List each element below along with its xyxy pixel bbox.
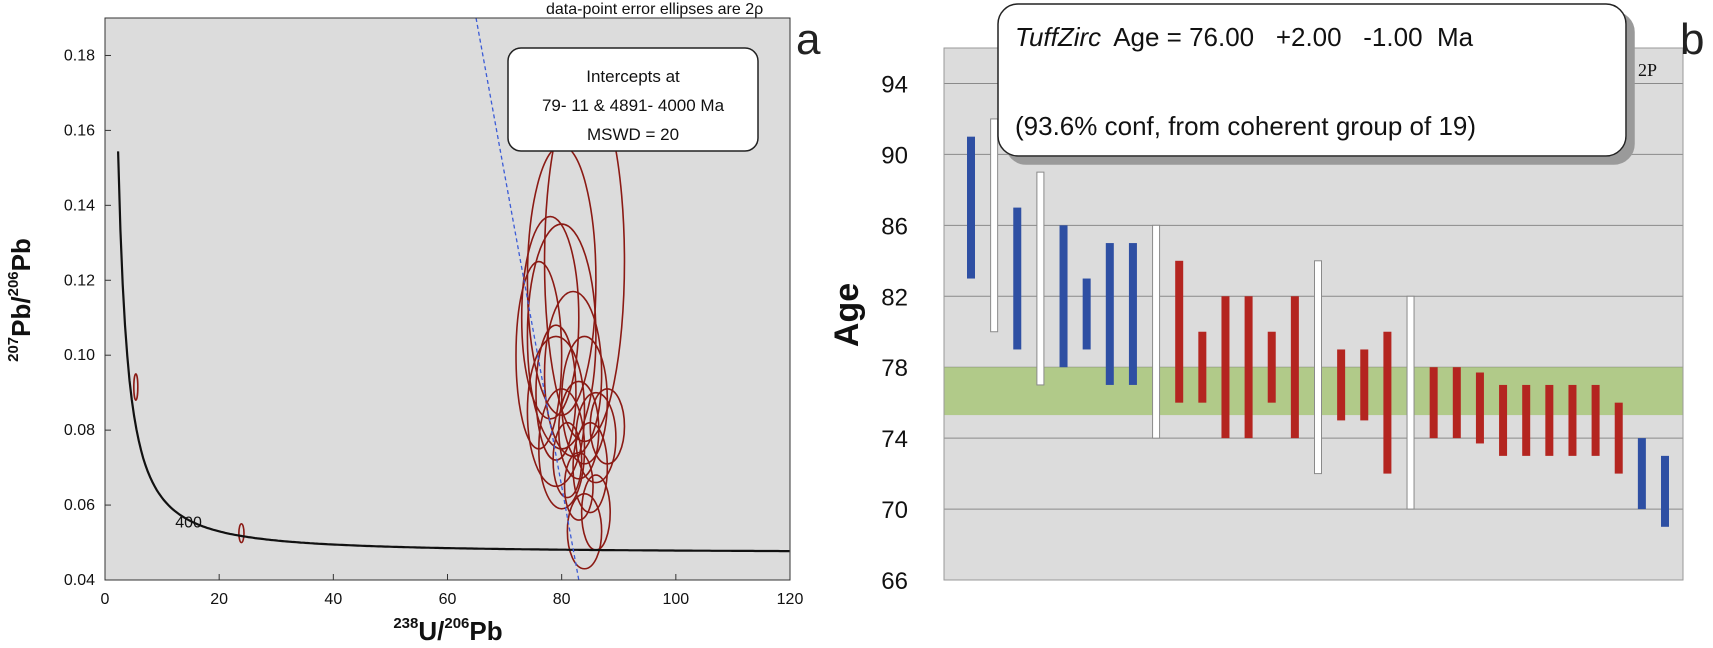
axis-a-ticks: 0 20 40 60 80 100 120 0.04 0.06 0.08 0.10 0.12 0.14 0…	[64, 47, 804, 608]
age-bar-blue	[1637, 438, 1646, 510]
age-bar-red	[1198, 331, 1207, 403]
panel-b: 66 70 74 78 82 86 90 94 Age 2P TuffZirc Age = 76…	[828, 3, 1704, 595]
age-bar-red	[1244, 296, 1253, 439]
y-tick-label-a: 0.08	[64, 422, 95, 439]
y-tick-label-b: 90	[881, 142, 908, 169]
x-tick-label-a: 40	[324, 591, 342, 608]
y-tick-label-a: 0.12	[64, 272, 95, 289]
age-bar-red	[1360, 349, 1369, 421]
discordia-line	[475, 18, 580, 580]
y-tick-label-b: 78	[881, 355, 908, 382]
concordia-age-label: 400	[175, 515, 202, 532]
x-tick-label-a: 80	[553, 591, 571, 608]
age-bar-red	[1475, 372, 1484, 444]
panel-label-a: a	[796, 15, 821, 64]
age-bar-red	[1591, 384, 1600, 456]
intercept-line-1: Intercepts at	[586, 67, 680, 86]
ellipse-note: data-point error ellipses are 2ρ	[546, 1, 763, 18]
error-ellipse	[538, 388, 586, 510]
age-bar-red	[1568, 384, 1577, 456]
age-bar-red	[1522, 384, 1531, 456]
age-bar-red	[1267, 331, 1276, 403]
age-bar-red	[1221, 296, 1230, 439]
x-tick-label-a: 20	[210, 591, 228, 608]
axis-b-ticks: 66 70 74 78 82 86 90 94	[881, 71, 908, 595]
concordia-group	[117, 18, 790, 580]
age-bar-white	[1152, 224, 1161, 439]
intercept-line-2: 79- 11 & 4891- 4000 Ma	[542, 96, 725, 115]
y-tick-label-a: 0.14	[64, 197, 95, 214]
concordia-curve	[117, 151, 790, 553]
error-ellipse	[566, 493, 603, 570]
error-ellipse	[572, 421, 609, 514]
y-axis-title-b: Age	[828, 283, 866, 347]
y-tick-label-b: 86	[881, 213, 908, 240]
x-tick-label-a: 120	[777, 591, 804, 608]
age-bar-red	[1499, 384, 1508, 456]
age-bar-blue	[1105, 243, 1114, 385]
result-box	[997, 3, 1627, 157]
age-bar-white	[1406, 295, 1415, 510]
y-tick-label-a: 0.16	[64, 122, 95, 139]
y-tick-label-a: 0.06	[64, 497, 95, 514]
panel-a: 0 20 40 60 80 100 120 0.04 0.06 0.08 0.10 0.12 0.14 0…	[5, 1, 821, 646]
y-axis-title-a: 207Pb/206Pb	[5, 238, 36, 362]
y-tick-label-b: 74	[881, 426, 908, 453]
panel-label-b: b	[1680, 15, 1704, 64]
ellipse-group	[133, 80, 626, 570]
age-bar-group	[967, 118, 1669, 527]
x-tick-label-a: 0	[101, 591, 110, 608]
age-bar-red	[1545, 384, 1554, 456]
age-bar-red	[1337, 349, 1346, 421]
error-ellipse	[520, 215, 580, 420]
age-bar-blue	[1013, 207, 1022, 350]
intercept-line-3: MSWD = 20	[587, 125, 679, 144]
age-bar-white	[990, 118, 999, 333]
intercept-box	[507, 47, 759, 152]
error-ellipse	[563, 451, 594, 521]
age-bar-blue	[1661, 455, 1669, 527]
x-tick-label-a: 100	[662, 591, 689, 608]
y-tick-label-b: 94	[881, 71, 908, 98]
error-ellipse	[575, 391, 617, 484]
age-bar-red	[1383, 331, 1392, 474]
error-ellipse	[526, 335, 586, 488]
age-bar-blue	[967, 136, 975, 279]
age-bar-blue	[1128, 243, 1137, 385]
error-ellipse	[535, 324, 577, 461]
y-tick-label-b: 82	[881, 284, 908, 311]
x-axis-title-a: 238U/206Pb	[393, 615, 502, 646]
y-tick-label-b: 70	[881, 497, 908, 524]
age-bar-red	[1452, 367, 1461, 439]
age-bar-white	[1036, 171, 1045, 386]
y-tick-label-a: 0.04	[64, 572, 95, 589]
age-bar-red	[1614, 402, 1623, 474]
error-ellipse	[238, 523, 245, 544]
age-bar-white	[1314, 260, 1322, 475]
age-bar-blue	[1082, 278, 1091, 350]
error-ellipse	[133, 373, 139, 401]
x-tick-label-a: 60	[439, 591, 457, 608]
y-tick-label-b: 66	[881, 568, 908, 595]
age-bar-red	[1429, 367, 1438, 439]
y-tick-label-a: 0.18	[64, 47, 95, 64]
age-bar-red	[1290, 296, 1299, 439]
result-line-2: (93.6% conf, from coherent group of 19)	[1015, 111, 1476, 141]
corner-label-2p: 2P	[1638, 60, 1657, 80]
age-bar-blue	[1059, 225, 1068, 368]
age-bar-red	[1175, 260, 1184, 403]
weighted-age-band	[944, 367, 1683, 416]
y-tick-label-a: 0.10	[64, 347, 95, 364]
result-line-1: TuffZirc Age = 76.00 +2.00 -1.00 Ma	[1015, 22, 1474, 52]
